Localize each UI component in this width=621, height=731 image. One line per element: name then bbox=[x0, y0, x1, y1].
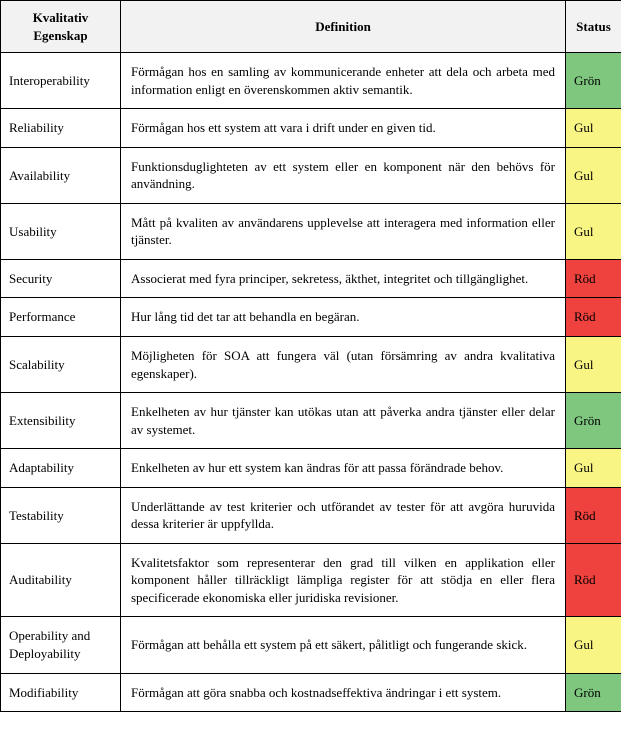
status-cell: Gul bbox=[566, 617, 621, 673]
property-cell: Reliability bbox=[1, 109, 121, 148]
table-row: ExtensibilityEnkelheten av hur tjänster … bbox=[1, 393, 621, 449]
definition-cell: Förmågan att behålla ett system på ett s… bbox=[121, 617, 566, 673]
definition-cell: Mått på kvaliten av användarens upplevel… bbox=[121, 203, 566, 259]
definition-cell: Funktionsduglighteten av ett system elle… bbox=[121, 147, 566, 203]
table-row: ReliabilityFörmågan hos ett system att v… bbox=[1, 109, 621, 148]
table-row: SecurityAssocierat med fyra principer, s… bbox=[1, 259, 621, 298]
status-cell: Gul bbox=[566, 337, 621, 393]
status-cell: Röd bbox=[566, 543, 621, 617]
definition-cell: Förmågan hos en samling av kommunicerand… bbox=[121, 53, 566, 109]
property-cell: Modifiability bbox=[1, 673, 121, 712]
status-cell: Gul bbox=[566, 147, 621, 203]
table-row: PerformanceHur lång tid det tar att beha… bbox=[1, 298, 621, 337]
table-row: TestabilityUnderlättande av test kriteri… bbox=[1, 487, 621, 543]
table-row: InteroperabilityFörmågan hos en samling … bbox=[1, 53, 621, 109]
table-row: Operability and DeployabilityFörmågan at… bbox=[1, 617, 621, 673]
header-property-line1: Kvalitativ bbox=[33, 10, 89, 25]
table-header-row: Kvalitativ Egenskap Definition Status bbox=[1, 1, 621, 53]
definition-cell: Kvalitetsfaktor som representerar den gr… bbox=[121, 543, 566, 617]
table-row: AdaptabilityEnkelheten av hur ett system… bbox=[1, 449, 621, 488]
status-cell: Gul bbox=[566, 449, 621, 488]
property-cell: Scalability bbox=[1, 337, 121, 393]
status-cell: Grön bbox=[566, 673, 621, 712]
table-row: UsabilityMått på kvaliten av användarens… bbox=[1, 203, 621, 259]
header-status: Status bbox=[566, 1, 621, 53]
property-cell: Usability bbox=[1, 203, 121, 259]
property-cell: Availability bbox=[1, 147, 121, 203]
property-cell: Auditability bbox=[1, 543, 121, 617]
property-cell: Testability bbox=[1, 487, 121, 543]
header-property: Kvalitativ Egenskap bbox=[1, 1, 121, 53]
property-cell: Performance bbox=[1, 298, 121, 337]
definition-cell: Enkelheten av hur ett system kan ändras … bbox=[121, 449, 566, 488]
definition-cell: Associerat med fyra principer, sekretess… bbox=[121, 259, 566, 298]
definition-cell: Förmågan att göra snabba och kostnadseff… bbox=[121, 673, 566, 712]
property-cell: Operability and Deployability bbox=[1, 617, 121, 673]
definition-cell: Möjligheten för SOA att fungera väl (uta… bbox=[121, 337, 566, 393]
header-property-line2: Egenskap bbox=[33, 28, 87, 43]
quality-attributes-table: Kvalitativ Egenskap Definition Status In… bbox=[0, 0, 621, 712]
status-cell: Gul bbox=[566, 109, 621, 148]
table-row: AuditabilityKvalitetsfaktor som represen… bbox=[1, 543, 621, 617]
table-row: AvailabilityFunktionsduglighteten av ett… bbox=[1, 147, 621, 203]
property-cell: Adaptability bbox=[1, 449, 121, 488]
property-cell: Extensibility bbox=[1, 393, 121, 449]
table-row: ModifiabilityFörmågan att göra snabba oc… bbox=[1, 673, 621, 712]
header-definition: Definition bbox=[121, 1, 566, 53]
status-cell: Röd bbox=[566, 487, 621, 543]
definition-cell: Förmågan hos ett system att vara i drift… bbox=[121, 109, 566, 148]
status-cell: Röd bbox=[566, 298, 621, 337]
status-cell: Gul bbox=[566, 203, 621, 259]
table-body: InteroperabilityFörmågan hos en samling … bbox=[1, 53, 621, 712]
definition-cell: Hur lång tid det tar att behandla en beg… bbox=[121, 298, 566, 337]
table-row: ScalabilityMöjligheten för SOA att funge… bbox=[1, 337, 621, 393]
property-cell: Security bbox=[1, 259, 121, 298]
property-cell: Interoperability bbox=[1, 53, 121, 109]
status-cell: Grön bbox=[566, 53, 621, 109]
definition-cell: Enkelheten av hur tjänster kan utökas ut… bbox=[121, 393, 566, 449]
status-cell: Grön bbox=[566, 393, 621, 449]
definition-cell: Underlättande av test kriterier och utfö… bbox=[121, 487, 566, 543]
status-cell: Röd bbox=[566, 259, 621, 298]
